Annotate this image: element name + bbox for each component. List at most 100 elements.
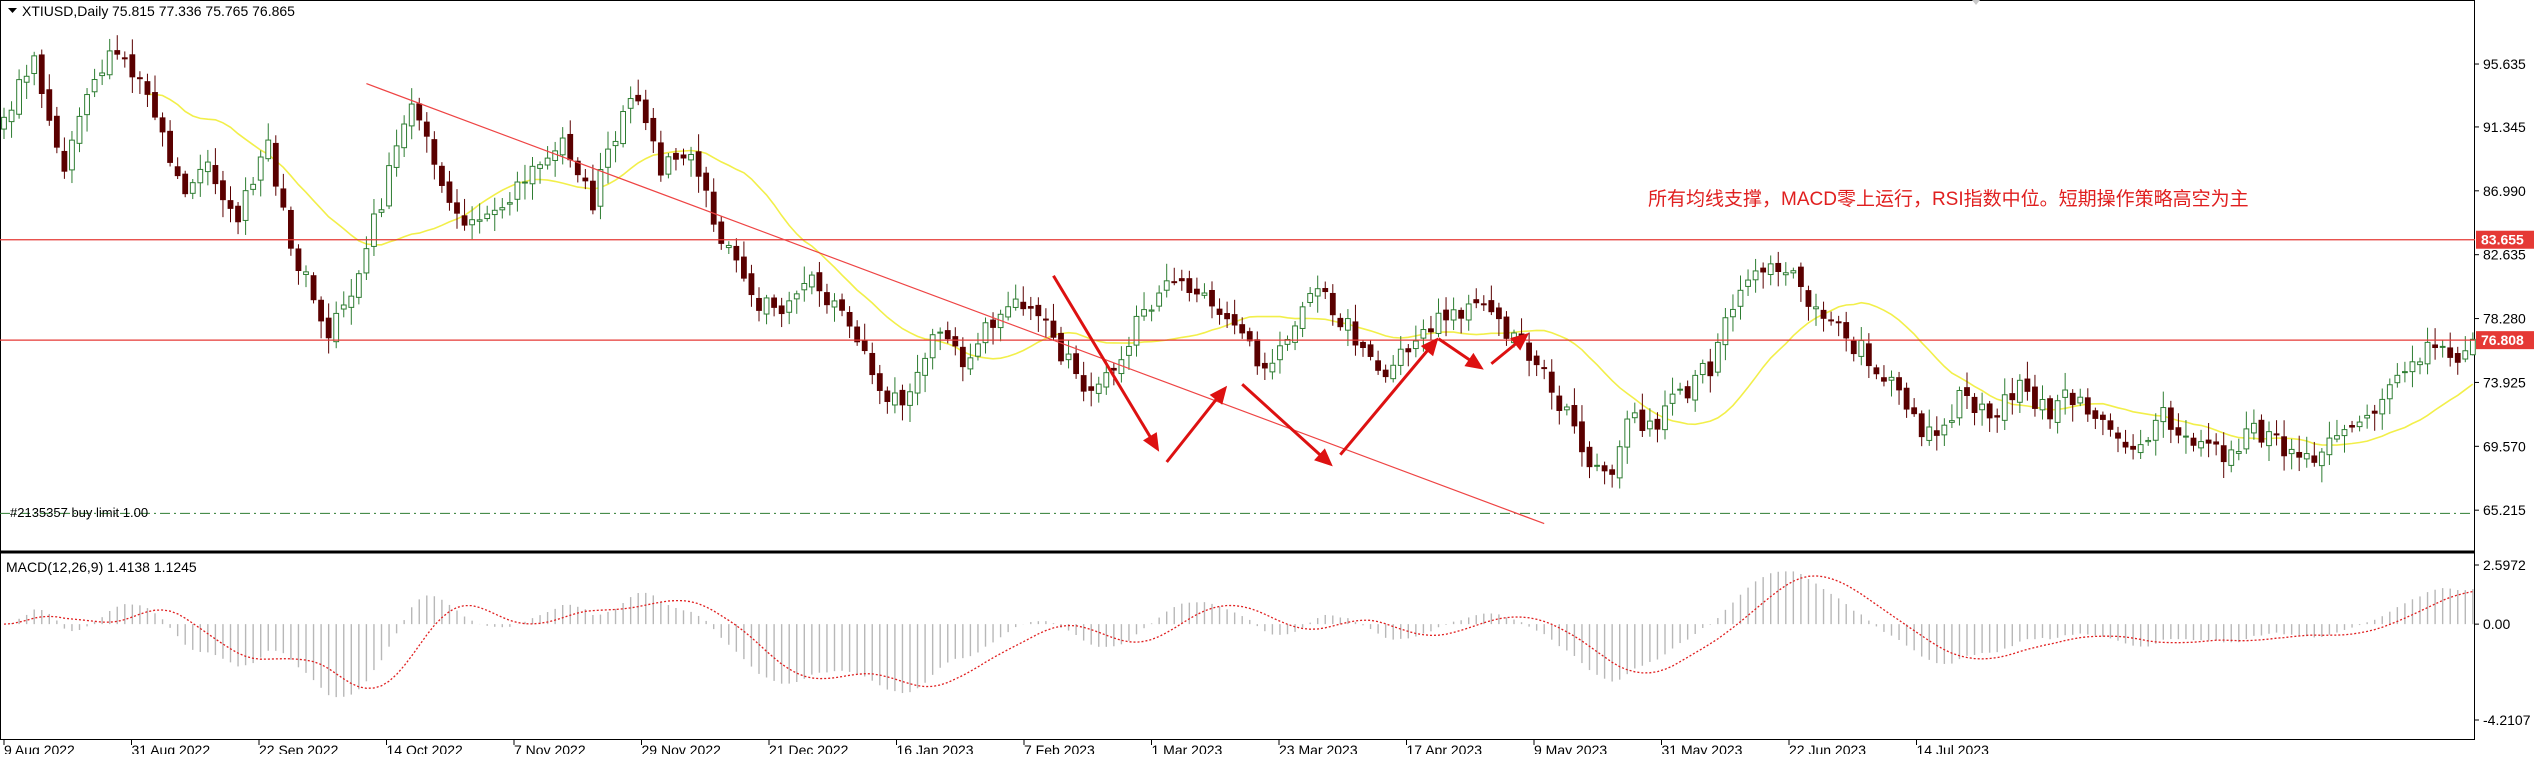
candle-body xyxy=(907,391,913,406)
candle xyxy=(869,342,876,385)
collapse-triangle-icon[interactable] xyxy=(8,8,17,13)
candle xyxy=(265,123,272,162)
candle-body xyxy=(1428,328,1434,333)
time-tick-label: 23 Mar 2023 xyxy=(1279,742,1358,754)
candle-body xyxy=(1752,270,1759,281)
candle xyxy=(2152,413,2159,456)
candle xyxy=(816,261,823,307)
candle-body xyxy=(2243,428,2250,450)
candle-body xyxy=(1790,270,1797,274)
candle xyxy=(371,199,377,256)
candle xyxy=(2417,357,2423,375)
candle xyxy=(2318,448,2325,483)
candle xyxy=(1224,301,1230,329)
candle-body xyxy=(1156,292,1163,307)
candle xyxy=(1737,275,1744,320)
arrow-drawing[interactable] xyxy=(1052,274,1160,452)
candle-body xyxy=(1148,309,1155,312)
candle-body xyxy=(53,115,60,148)
candle-body xyxy=(1775,262,1782,273)
candle xyxy=(318,296,325,339)
candle-body xyxy=(612,140,619,147)
candle xyxy=(197,154,204,197)
candle xyxy=(408,88,415,140)
candle xyxy=(1669,377,1676,416)
candle xyxy=(378,198,385,218)
pending-order-label[interactable]: #2135357 buy limit 1.00 xyxy=(10,505,148,520)
candle xyxy=(831,293,838,322)
candle xyxy=(982,317,989,354)
candle-body xyxy=(386,165,392,207)
candle-body xyxy=(1375,360,1381,371)
candle-body xyxy=(1594,464,1600,467)
candle xyxy=(544,146,551,170)
arrow-drawing[interactable] xyxy=(1339,337,1439,456)
candle xyxy=(2235,438,2242,461)
candle xyxy=(439,162,445,193)
candle-body xyxy=(2130,445,2136,450)
candle-body xyxy=(2190,437,2197,446)
trendline[interactable] xyxy=(366,83,1545,525)
candle xyxy=(159,112,166,147)
candle xyxy=(899,384,906,421)
candle-body xyxy=(1035,304,1042,317)
ohlc-values: 75.815 77.336 75.765 76.865 xyxy=(112,3,295,19)
macd-tick-label: 0.00 xyxy=(2483,616,2510,632)
candle-body xyxy=(2462,350,2469,360)
arrow-drawing[interactable] xyxy=(1490,332,1530,365)
scroll-marker-icon[interactable] xyxy=(1972,0,1980,5)
candle xyxy=(423,112,430,153)
candle xyxy=(1269,348,1276,380)
price-tick-label: 78.280 xyxy=(2483,311,2526,327)
candle-body xyxy=(1141,309,1147,317)
candle-body xyxy=(1073,353,1079,375)
candle-body xyxy=(869,352,876,376)
candle xyxy=(84,88,90,132)
candle-body xyxy=(250,183,257,190)
candle-body xyxy=(371,213,377,247)
candle xyxy=(1194,277,1200,303)
time-tick-label: 1 Mar 2023 xyxy=(1152,742,1223,754)
candle xyxy=(861,323,868,355)
candle xyxy=(1790,267,1797,279)
candle xyxy=(144,73,151,108)
candle-body xyxy=(1918,413,1925,438)
candle xyxy=(1526,332,1532,377)
candle xyxy=(1594,453,1600,472)
candle-body xyxy=(1586,446,1593,468)
candle-body xyxy=(1503,316,1510,339)
arrow-drawing[interactable] xyxy=(1165,385,1228,463)
candle-body xyxy=(808,274,815,288)
candle-body xyxy=(1473,299,1480,304)
candle-body xyxy=(439,165,445,186)
candle xyxy=(189,178,196,200)
candle-body xyxy=(1707,361,1714,377)
candle-body xyxy=(197,168,204,184)
candle xyxy=(854,320,861,346)
chart-axes: 95.635 91.345 86.990 82.635 78.280 73.925 69.5… xyxy=(3,56,2534,758)
moving-average-line xyxy=(147,93,2474,446)
candle-body xyxy=(2341,429,2348,437)
time-tick-label: 14 Oct 2022 xyxy=(387,742,463,754)
candle-body xyxy=(2318,451,2325,467)
candle xyxy=(748,264,755,307)
candle-body xyxy=(1986,403,1993,419)
candle xyxy=(386,152,392,210)
candle xyxy=(665,153,672,179)
candle xyxy=(340,291,347,318)
candle-body xyxy=(84,94,90,116)
candle xyxy=(1692,369,1699,412)
candle-body xyxy=(1526,342,1532,361)
candle xyxy=(2198,429,2204,457)
candle-body xyxy=(121,57,128,60)
candle-body xyxy=(1956,389,1963,419)
candle-body xyxy=(1367,344,1374,357)
candle xyxy=(1775,251,1782,287)
candle-body xyxy=(1639,409,1646,431)
arrow-drawing[interactable] xyxy=(1241,383,1333,467)
arrow-drawing[interactable] xyxy=(1437,337,1484,370)
candle xyxy=(1005,291,1012,321)
candle xyxy=(824,283,830,314)
time-tick-label: 21 Dec 2022 xyxy=(769,742,849,754)
candle-body xyxy=(1933,430,1940,436)
